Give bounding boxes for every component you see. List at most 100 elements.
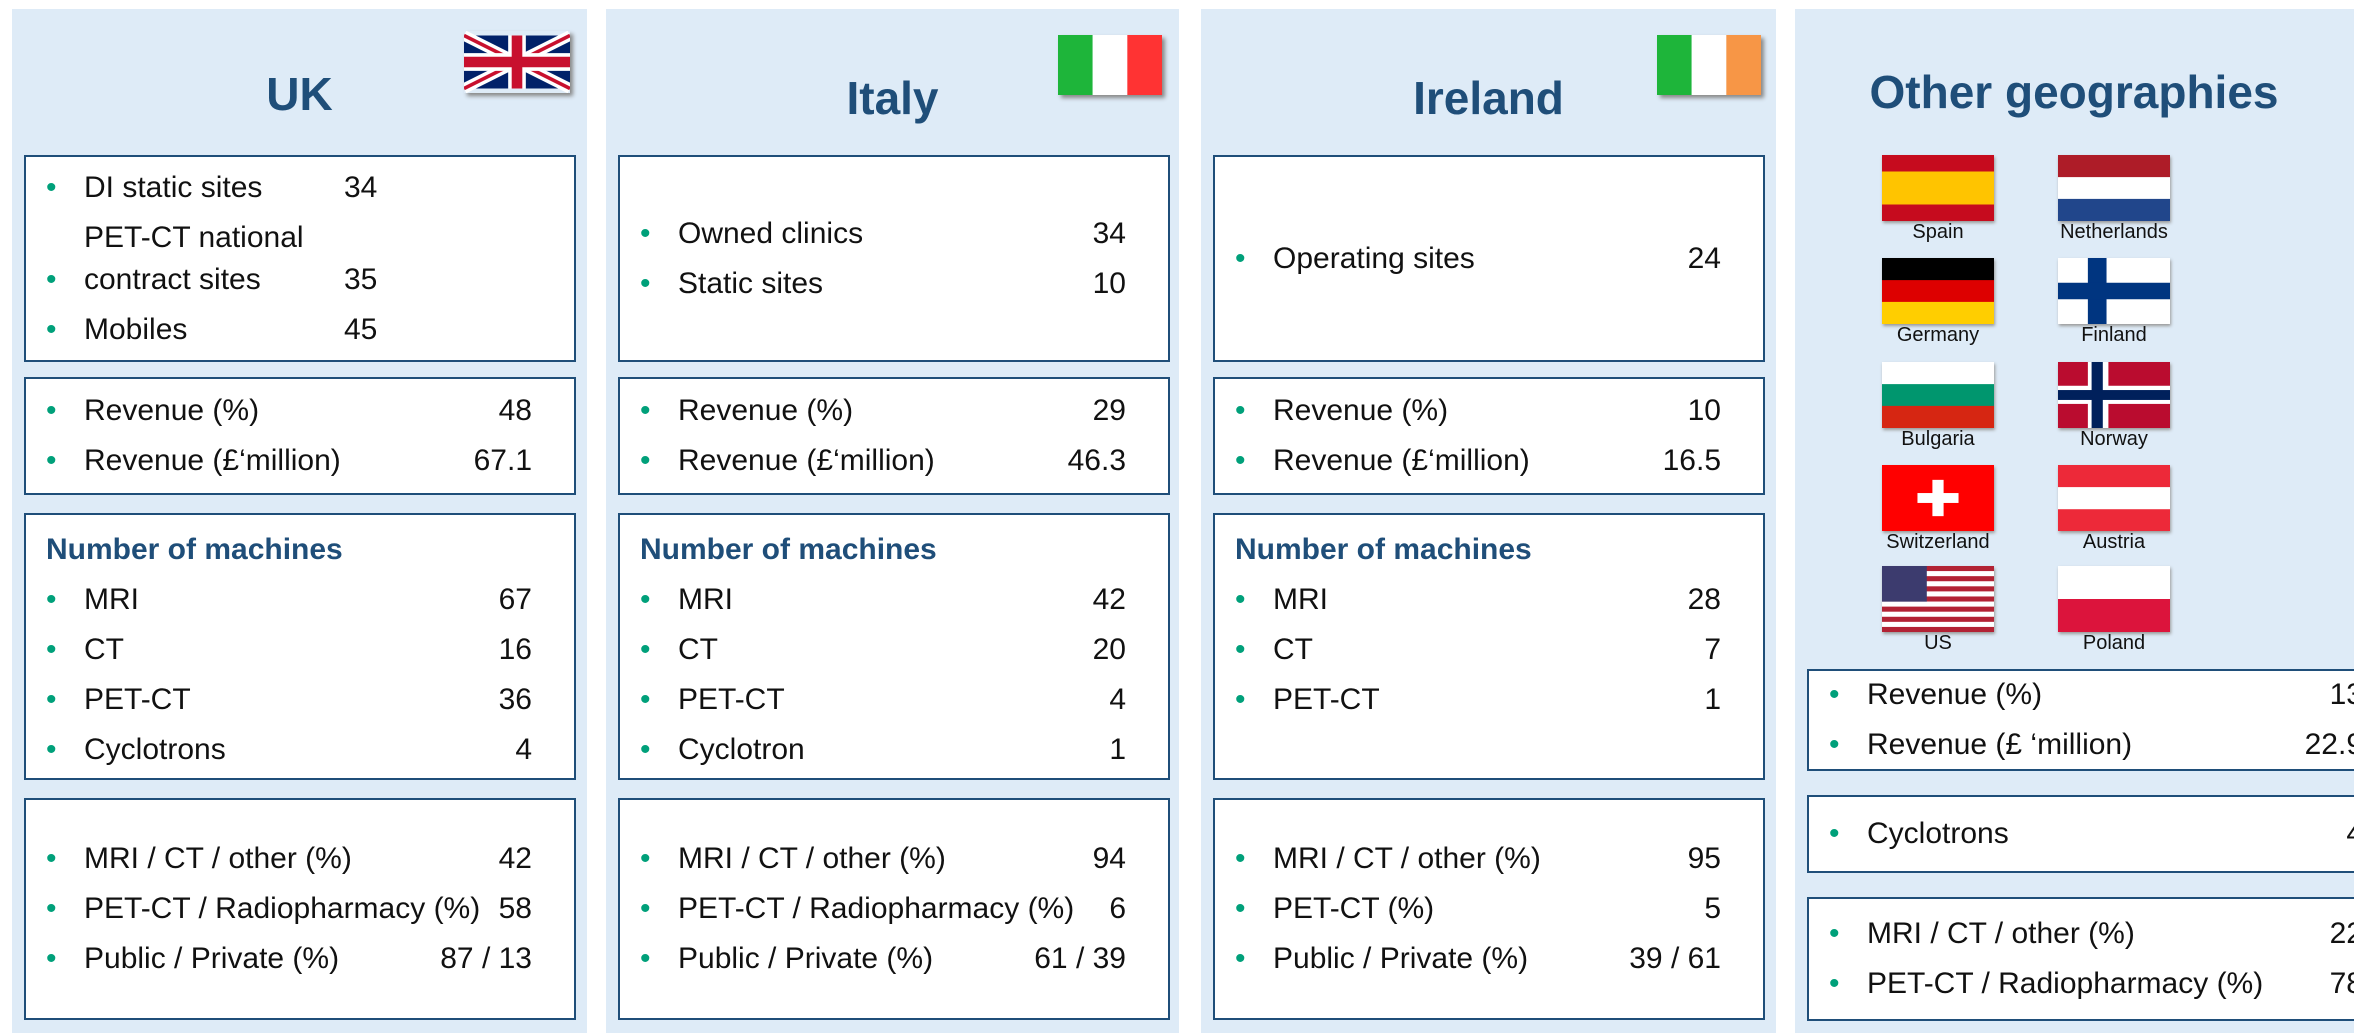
list-item: PET-CT 1: [1215, 679, 1721, 721]
item-label: MRI: [1273, 583, 1328, 616]
flag-ireland: [1657, 35, 1761, 95]
list-item: Revenue (£‘million) 67.1: [26, 440, 532, 482]
country-flag: Poland: [2058, 566, 2170, 655]
list-item: PET-CT / Radiopharmacy (%) 6: [620, 888, 1126, 930]
list-item: MRI / CT / other (%) 95: [1215, 838, 1721, 880]
item-label: Revenue (%): [1273, 394, 1449, 427]
item-label: MRI: [678, 583, 733, 616]
item-label: PET-CT / Radiopharmacy (%): [84, 892, 481, 925]
list-item: MRI 67: [26, 579, 532, 621]
list-item: Revenue (%) 48: [26, 390, 532, 432]
country-flag: Switzerland: [1882, 465, 1994, 554]
list-item: PET-CT 4: [620, 679, 1126, 721]
country-flag: US: [1882, 566, 1994, 655]
list-item: MRI / CT / other (%) 42: [26, 838, 532, 880]
item-label: Revenue (%): [84, 394, 260, 427]
info-box: MRI / CT / other (%) 94 PET-CT / Radiophar…: [618, 798, 1170, 1020]
flag-uk: [464, 31, 570, 93]
item-label: MRI / CT / other (%): [1273, 842, 1541, 875]
flag-image: [2058, 362, 2170, 428]
item-value: 45: [344, 312, 378, 346]
item-label: Cyclotrons: [84, 733, 226, 766]
info-box: Revenue (%) 29 Revenue (£‘million) 46.3: [618, 377, 1170, 495]
country-name: Spain: [1912, 221, 1964, 243]
flag-italy: [1058, 35, 1162, 95]
flag-image: [1882, 465, 1994, 531]
item-label: Mobiles: [84, 312, 188, 346]
item-value: 36: [498, 683, 532, 716]
item-label: PET-CT / Radiopharmacy (%): [678, 892, 1075, 925]
list-item: MRI 42: [620, 579, 1126, 621]
list-item: DI static sites 34: [26, 167, 532, 209]
item-value: 22.9: [2304, 728, 2354, 761]
item-value: 20: [1092, 633, 1126, 666]
info-box: Number of machines MRI 67 CT 16 PET-CT 36 Cyclo…: [24, 513, 576, 780]
info-box: Operating sites 24: [1213, 155, 1765, 362]
item-label: Revenue (%): [678, 394, 854, 427]
item-value: 67.1: [473, 444, 532, 477]
column-title: UK: [266, 68, 333, 120]
item-value: 78: [2329, 967, 2354, 1000]
country-name: Norway: [2080, 428, 2148, 450]
country-name: Bulgaria: [1901, 428, 1975, 450]
box-heading: Number of machines: [640, 533, 937, 566]
country-flag: Austria: [2058, 465, 2170, 554]
list-item: Revenue (£‘million) 46.3: [620, 440, 1126, 482]
list-item: CT 16: [26, 629, 532, 671]
list-item: Static sites 10: [620, 263, 1126, 305]
list-item: Revenue (£ ‘million) 22.9: [1809, 724, 2354, 766]
item-value: 67: [498, 583, 532, 616]
info-box: MRI / CT / other (%) 22 PET-CT / Radiophar…: [1807, 897, 2354, 1021]
box-heading: Number of machines: [46, 533, 343, 566]
country-name: Germany: [1896, 324, 1980, 346]
list-item: PET-CT / Radiopharmacy (%) 78: [1809, 963, 2354, 1005]
info-box: MRI / CT / other (%) 42 PET-CT / Radiophar…: [24, 798, 576, 1020]
country-name: Finland: [2081, 324, 2147, 346]
item-value: 42: [498, 842, 532, 875]
item-label: Public / Private (%): [84, 942, 340, 975]
item-label: Revenue (£ ‘million): [1867, 728, 2133, 761]
item-value: 35: [344, 262, 378, 296]
item-value: 48: [498, 394, 532, 427]
item-label: Revenue (£‘million): [1273, 444, 1530, 477]
list-item: Mobiles 45: [26, 309, 532, 351]
country-name: Netherlands: [2060, 221, 2168, 243]
flag-image: [1882, 155, 1994, 221]
item-value: 5: [1704, 892, 1721, 925]
list-item: Operating sites 24: [1215, 238, 1721, 280]
item-value: 39 / 61: [1629, 942, 1721, 975]
info-box: Revenue (%) 48 Revenue (£‘million) 67.1: [24, 377, 576, 495]
list-item: Public / Private (%) 39 / 61: [1215, 938, 1721, 980]
list-item: Public / Private (%) 87 / 13: [26, 938, 532, 980]
item-label: PET-CT: [84, 683, 191, 716]
item-label: CT: [84, 633, 124, 666]
item-value: 87 / 13: [440, 942, 532, 975]
item-value: 34: [344, 170, 378, 204]
list-item: MRI 28: [1215, 579, 1721, 621]
list-item: Owned clinics 34: [620, 213, 1126, 255]
item-label: DI static sites: [84, 170, 263, 204]
item-label: PET-CT national contract sites: [84, 220, 304, 296]
country-name: Austria: [2082, 531, 2146, 553]
item-label: Cyclotron: [678, 733, 805, 766]
item-value: 1: [1704, 683, 1721, 716]
country-flag: Spain: [1882, 155, 1994, 244]
item-value: 10: [1687, 394, 1721, 427]
item-value: 7: [1704, 633, 1721, 666]
list-item: CT 20: [620, 629, 1126, 671]
item-label: PET-CT: [678, 683, 785, 716]
list-item: PET-CT national contract sites 35: [26, 217, 532, 301]
list-item: Public / Private (%) 61 / 39: [620, 938, 1126, 980]
box-heading: Number of machines: [1235, 533, 1532, 566]
info-box: MRI / CT / other (%) 95 PET-CT (%) 5 Public …: [1213, 798, 1765, 1020]
column-ireland: Ireland Operating sites24Revenue (%)10Re…: [1201, 9, 1776, 1033]
country-flag: Norway: [2058, 362, 2170, 451]
item-label: MRI / CT / other (%): [678, 842, 946, 875]
item-value: 4: [1109, 683, 1126, 716]
item-label: Cyclotrons: [1867, 817, 2009, 850]
item-value: 94: [1092, 842, 1126, 875]
item-value: 24: [1687, 241, 1721, 275]
list-item: PET-CT 36: [26, 679, 532, 721]
list-item: Cyclotrons 4: [26, 729, 532, 771]
